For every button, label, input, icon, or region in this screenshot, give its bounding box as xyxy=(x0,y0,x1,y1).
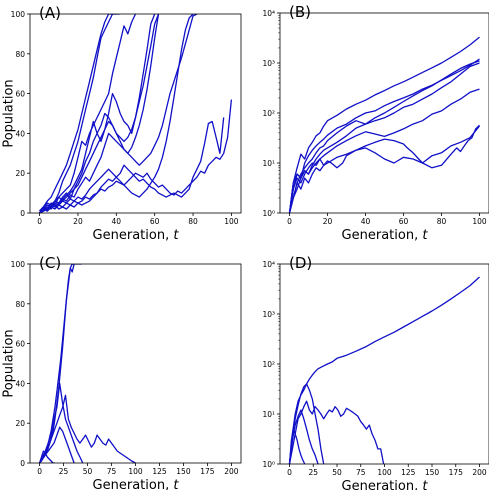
series-line-8 xyxy=(39,14,121,213)
series-line-0 xyxy=(39,99,233,212)
series-line-2 xyxy=(39,394,136,463)
panel-label: (A) xyxy=(39,4,61,22)
series-group xyxy=(38,264,136,463)
series-line-3 xyxy=(288,409,319,464)
series-line-7 xyxy=(39,14,117,213)
x-tick-label: 100 xyxy=(128,467,143,476)
y-tick-label: 20 xyxy=(15,169,25,178)
y-tick-label: 0 xyxy=(20,459,25,468)
series-line-1 xyxy=(288,383,325,464)
y-tick-label: 100 xyxy=(11,260,26,269)
series-line-0 xyxy=(288,36,480,213)
y-tick-label: 10² xyxy=(262,109,275,118)
x-axis-label: Generation, t xyxy=(93,478,180,490)
series-group xyxy=(39,14,233,213)
x-tick-label: 150 xyxy=(425,468,440,477)
series-line-4 xyxy=(39,14,156,213)
series-line-4 xyxy=(39,426,75,463)
x-tick-label: 175 xyxy=(449,468,464,477)
y-tick-label: 10³ xyxy=(262,59,275,68)
y-axis-label: Population xyxy=(2,329,17,397)
plot-frame xyxy=(29,13,242,214)
panel-label: (C) xyxy=(39,254,61,272)
series-line-6 xyxy=(39,14,160,213)
y-tick-label: 60 xyxy=(15,340,25,349)
panel-2: 0 25 50 75 100 125 150 175 200 0 20 40 60 80 100 Genera… xyxy=(2,254,242,490)
x-tick-label: 150 xyxy=(176,467,191,476)
x-tick-label: 25 xyxy=(308,468,318,477)
x-tick-label: 60 xyxy=(150,217,160,226)
x-tick-label: 25 xyxy=(59,467,69,476)
x-tick-label: 75 xyxy=(356,468,366,477)
y-tick-label: 10¹ xyxy=(262,410,275,419)
y-tick-label: 10³ xyxy=(262,310,275,319)
x-axis-label: Generation, t xyxy=(93,228,180,243)
x-tick-label: 40 xyxy=(112,217,122,226)
series-line-2 xyxy=(39,14,198,213)
x-tick-label: 200 xyxy=(224,467,239,476)
series-line-2 xyxy=(288,400,385,464)
x-tick-label: 20 xyxy=(73,217,83,226)
x-tick-label: 50 xyxy=(332,468,342,477)
y-tick-label: 10² xyxy=(262,360,275,369)
y-tick-label: 10⁴ xyxy=(262,260,275,269)
y-tick-label: 100 xyxy=(11,10,26,19)
x-axis-label: Generation, t xyxy=(342,228,429,243)
y-tick-label: 0 xyxy=(20,209,25,218)
x-tick-label: 125 xyxy=(152,467,167,476)
x-tick-label: 100 xyxy=(472,217,487,226)
x-tick-label: 60 xyxy=(399,217,409,226)
x-tick-label: 0 xyxy=(37,217,42,226)
panel-0: 0 20 40 60 80 100 0 20 40 60 80 100 Generation, t Pop… xyxy=(2,4,242,243)
y-tick-label: 40 xyxy=(15,379,25,388)
series-line-2 xyxy=(288,60,480,213)
x-tick-label: 80 xyxy=(437,217,447,226)
x-tick-label: 200 xyxy=(472,468,487,477)
y-tick-label: 80 xyxy=(15,50,25,59)
panel-label: (B) xyxy=(289,3,311,21)
x-axis-label: Generation, t xyxy=(342,479,429,490)
y-tick-label: 10⁰ xyxy=(262,460,275,469)
x-tick-label: 75 xyxy=(107,467,117,476)
x-tick-label: 0 xyxy=(287,468,292,477)
series-group xyxy=(288,276,480,464)
x-tick-label: 175 xyxy=(200,467,215,476)
series-line-9 xyxy=(39,14,194,213)
series-line-3 xyxy=(39,382,84,463)
x-tick-label: 100 xyxy=(377,468,392,477)
x-tick-label: 80 xyxy=(188,217,198,226)
y-tick-label: 40 xyxy=(15,129,25,138)
y-tick-label: 60 xyxy=(15,90,25,99)
panel-3: 0 25 50 75 100 125 150 175 200 10⁰ 10¹ 10² 10³ 10⁴ Gen… xyxy=(262,254,489,490)
x-tick-label: 0 xyxy=(37,467,42,476)
x-tick-label: 50 xyxy=(83,467,93,476)
y-tick-label: 10⁰ xyxy=(262,209,275,218)
x-tick-label: 40 xyxy=(361,217,371,226)
y-tick-label: 10¹ xyxy=(262,159,275,168)
series-line-1 xyxy=(39,264,75,463)
panel-label: (D) xyxy=(289,254,312,272)
series-line-0 xyxy=(288,276,480,464)
series-line-5 xyxy=(38,450,55,463)
y-tick-label: 10⁴ xyxy=(262,9,275,18)
x-tick-label: 0 xyxy=(287,217,292,226)
y-axis-label: Population xyxy=(2,79,17,147)
y-tick-label: 80 xyxy=(15,300,25,309)
x-tick-label: 20 xyxy=(323,217,333,226)
y-tick-label: 20 xyxy=(15,419,25,428)
x-tick-label: 125 xyxy=(401,468,416,477)
panel-1: 0 20 40 60 80 100 10⁰ 10¹ 10² 10³ 10⁴ Generation, t… xyxy=(262,3,489,243)
series-line-4 xyxy=(288,428,306,464)
series-line-3 xyxy=(288,62,480,213)
x-tick-label: 100 xyxy=(224,217,239,226)
series-line-6 xyxy=(288,124,480,213)
series-group xyxy=(288,36,481,213)
